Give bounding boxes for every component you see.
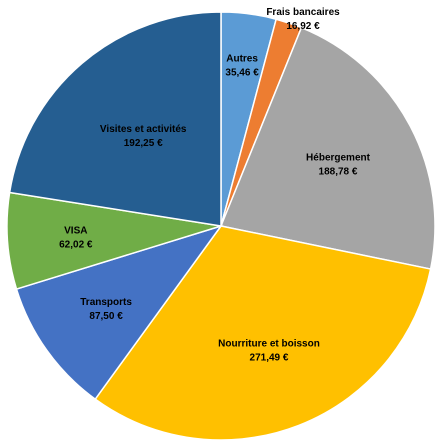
data-label-autres: Autres 35,46 € [225,54,259,79]
pie-slice-nourriture-et-boisson [94,225,432,441]
slice-value-label: 62,02 € [59,239,93,250]
slice-value-label: 35,46 € [225,68,259,79]
data-label-visa: VISA 62,02 € [59,225,93,250]
slice-value-label: 188,78 € [319,166,358,177]
slice-category-label: Nourriture et boisson [218,339,320,350]
slice-value-label: 271,49 € [250,353,289,364]
data-label-visites-et-activites: Visites et activités 192,25 € [100,124,187,149]
slice-category-label: Frais bancaires [266,7,340,18]
slice-value-label: 16,92 € [286,21,320,32]
data-label-frais-bancaires: Frais bancaires 16,92 € [266,7,340,32]
data-label-hebergement: Hébergement 188,78 € [306,152,371,177]
pie-slice-hebergement [219,26,436,270]
pie-labels: Autres 35,46 € Frais bancaires 16,92 € Héber… [59,7,371,364]
pie-slice-visa [6,191,222,290]
slice-value-label: 87,50 € [89,311,123,322]
data-label-nourriture-et-boisson: Nourriture et boisson 271,49 € [218,339,320,364]
pie-slice-transports [15,224,223,401]
slice-category-label: Visites et activités [100,124,187,135]
slice-category-label: Hébergement [306,152,371,163]
pie-slices [6,11,436,441]
pie-slice-visites-et-activites [8,11,222,227]
slice-category-label: VISA [64,225,87,236]
slice-category-label: Transports [80,297,132,308]
slice-category-label: Autres [226,54,258,65]
slice-value-label: 192,25 € [124,138,163,149]
data-label-transports: Transports 87,50 € [80,297,132,322]
